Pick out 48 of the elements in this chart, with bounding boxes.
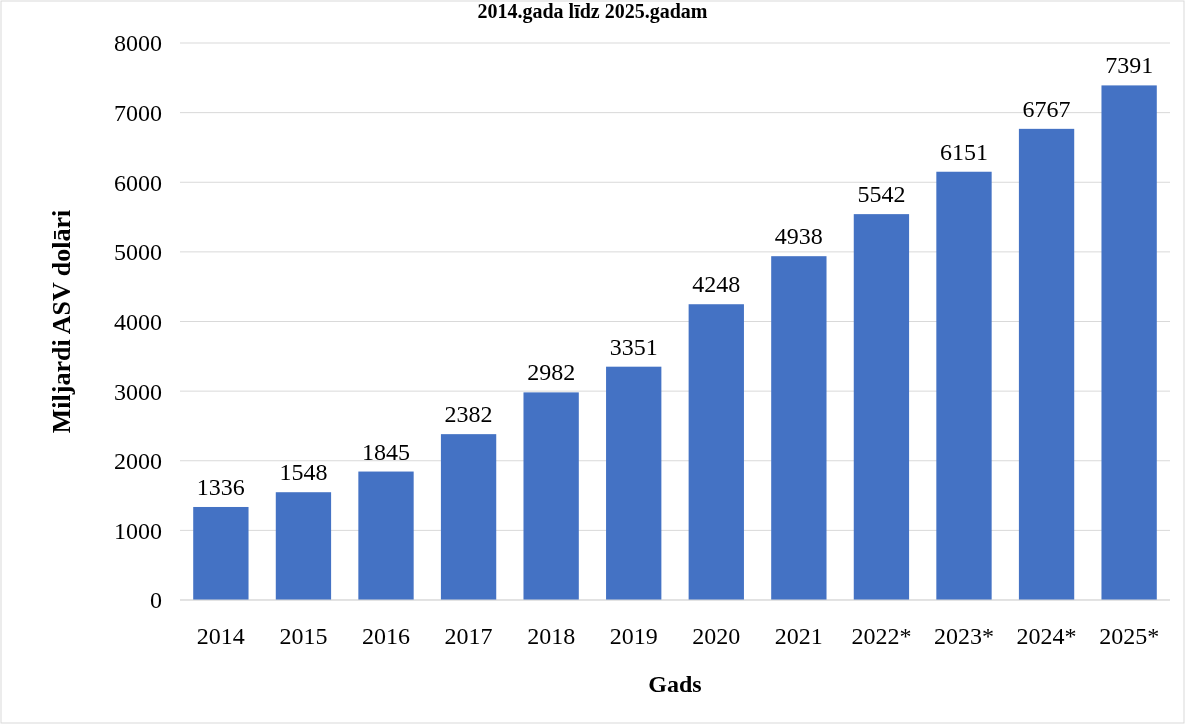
x-tick-label: 2017 [444, 623, 493, 649]
x-tick-label: 2024* [1016, 623, 1077, 649]
y-tick-label: 4000 [114, 308, 162, 335]
bar [1101, 85, 1157, 600]
x-tick-label: 2016 [362, 623, 411, 649]
bar [193, 506, 249, 600]
y-tick-label: 5000 [114, 239, 162, 266]
bar [936, 171, 992, 600]
chart-title: 2014.gada līdz 2025.gadam [477, 0, 708, 23]
y-tick-label: 2000 [114, 448, 162, 475]
data-label: 6151 [939, 138, 988, 165]
x-tick-label: 2015 [279, 623, 328, 649]
x-tick-label: 2018 [527, 623, 576, 649]
y-tick-label: 1000 [114, 517, 162, 544]
bar [275, 492, 332, 600]
y-tick-label: 6000 [114, 169, 162, 196]
x-axis-title: Gads [648, 671, 702, 697]
y-axis-title: Miljardi ASV dolāri [47, 209, 76, 434]
bar [606, 366, 662, 600]
y-tick-label: 3000 [114, 378, 162, 405]
x-tick-label: 2020 [692, 623, 741, 649]
data-label: 4248 [692, 271, 741, 298]
data-label: 1336 [196, 473, 245, 500]
data-label: 7391 [1105, 52, 1154, 79]
data-label: 3351 [609, 333, 658, 360]
x-tick-label: 2019 [609, 623, 658, 649]
data-label: 5542 [857, 181, 906, 208]
x-tick-label: 2014 [196, 623, 245, 649]
y-tick-label: 7000 [114, 100, 162, 127]
x-tick-label: 2021 [774, 623, 823, 649]
bar [1018, 128, 1075, 600]
bar [523, 392, 579, 600]
bar [358, 471, 414, 600]
bar [688, 304, 744, 600]
bar [853, 214, 910, 600]
data-label: 1845 [362, 438, 411, 465]
y-tick-label: 0 [150, 587, 162, 614]
data-label: 1548 [279, 459, 328, 486]
data-label: 6767 [1022, 95, 1071, 122]
data-label: 2382 [444, 401, 493, 428]
bar [440, 434, 497, 600]
x-tick-label: 2022* [851, 623, 912, 649]
bar [771, 256, 827, 600]
x-tick-label: 2025* [1099, 623, 1160, 649]
data-label: 2982 [527, 359, 576, 386]
data-label: 4938 [774, 223, 823, 250]
y-tick-label: 8000 [114, 30, 162, 57]
x-tick-label: 2023* [933, 623, 994, 649]
